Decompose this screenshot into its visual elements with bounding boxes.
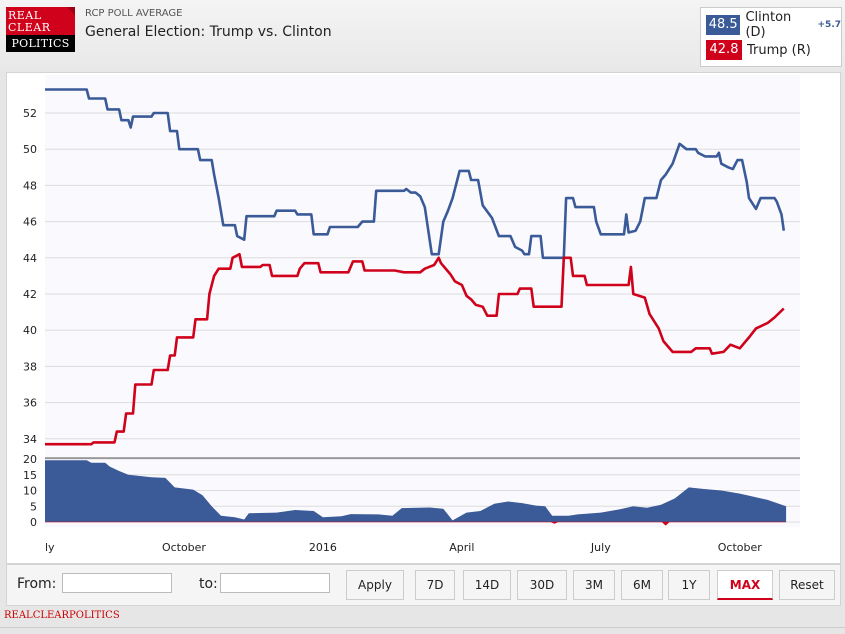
series-line-clinton	[45, 88, 786, 260]
legend-item-clinton[interactable]: 48.5 Clinton (D) +5.7	[706, 10, 841, 40]
legend-value-trump: 42.8	[706, 40, 742, 60]
reset-button[interactable]: Reset	[779, 570, 835, 600]
y-tick-label: 36	[23, 397, 37, 410]
y-tick-label: 34	[23, 433, 37, 446]
logo-line-1: REAL	[8, 9, 42, 22]
range-button-1y[interactable]: 1Y	[668, 570, 710, 600]
spread-y-tick-label: 0	[30, 516, 37, 529]
range-button-3m[interactable]: 3M	[573, 570, 615, 600]
spread-area	[45, 460, 787, 522]
spread-negative-mark	[661, 522, 670, 526]
apply-button[interactable]: Apply	[346, 570, 404, 600]
legend-spread: +5.7	[817, 20, 841, 30]
legend-name-clinton: Clinton (D)	[745, 10, 792, 40]
legend: 48.5 Clinton (D) +5.7 42.8 Trump (R)	[700, 7, 842, 67]
y-tick-label: 46	[23, 216, 37, 229]
to-date-input[interactable]	[220, 573, 330, 593]
spread-negative-mark	[550, 522, 559, 524]
x-tick-label: April	[449, 541, 474, 554]
y-tick-label: 40	[23, 324, 37, 337]
x-tick-label: ly	[45, 541, 55, 554]
poll-chart[interactable]: 34 36 38 40 42 44 46 48 50 52 0 5 10 15 20 ly October 201…	[7, 73, 840, 563]
y-tick-label: 42	[23, 288, 37, 301]
range-button-max[interactable]: MAX	[717, 570, 773, 600]
logo-line-2: CLEAR	[8, 21, 51, 34]
header: REAL CLEAR POLITICS RCP POLL AVERAGE Gen…	[0, 0, 845, 72]
logo-fold-icon	[67, 7, 75, 15]
y-tick-label: 50	[23, 143, 37, 156]
chart-title: General Election: Trump vs. Clinton	[85, 24, 332, 40]
range-button-7d[interactable]: 7D	[415, 570, 455, 600]
legend-item-trump[interactable]: 42.8 Trump (R)	[706, 40, 811, 60]
plot-background	[45, 75, 800, 458]
range-button-14d[interactable]: 14D	[463, 570, 511, 600]
chart-subtitle: RCP POLL AVERAGE	[85, 8, 183, 19]
legend-name-trump: Trump (R)	[747, 42, 811, 58]
x-tick-label: October	[162, 541, 206, 554]
y-tick-label: 38	[23, 360, 37, 373]
range-button-6m[interactable]: 6M	[621, 570, 663, 600]
range-button-30d[interactable]: 30D	[517, 570, 567, 600]
x-tick-label: October	[718, 541, 762, 554]
from-date-input[interactable]	[62, 573, 172, 593]
y-tick-label: 48	[23, 179, 37, 192]
x-tick-label: July	[590, 541, 611, 554]
to-label: to:	[199, 576, 218, 592]
y-tick-label: 52	[23, 107, 37, 120]
spread-y-tick-label: 20	[23, 453, 37, 466]
date-range-controls: From: to: Apply 7D 14D 30D 3M 6M 1Y MAX …	[6, 564, 841, 606]
footer-brand[interactable]: REALCLEARPOLITICS	[4, 610, 120, 621]
x-tick-label: 2016	[309, 541, 337, 554]
series-line-trump	[45, 252, 785, 446]
y-tick-label: 44	[23, 252, 37, 265]
legend-value-clinton: 48.5	[706, 15, 741, 35]
chart-frame: 34 36 38 40 42 44 46 48 50 52 0 5 10 15 20 ly October 201…	[6, 72, 841, 564]
from-label: From:	[17, 576, 57, 592]
spread-y-tick-label: 10	[23, 485, 37, 498]
logo-line-3: POLITICS	[6, 35, 75, 52]
spread-y-tick-label: 15	[23, 469, 37, 482]
rcp-logo[interactable]: REAL CLEAR POLITICS	[6, 7, 75, 52]
footer-divider	[0, 627, 845, 628]
spread-y-tick-label: 5	[30, 500, 37, 513]
